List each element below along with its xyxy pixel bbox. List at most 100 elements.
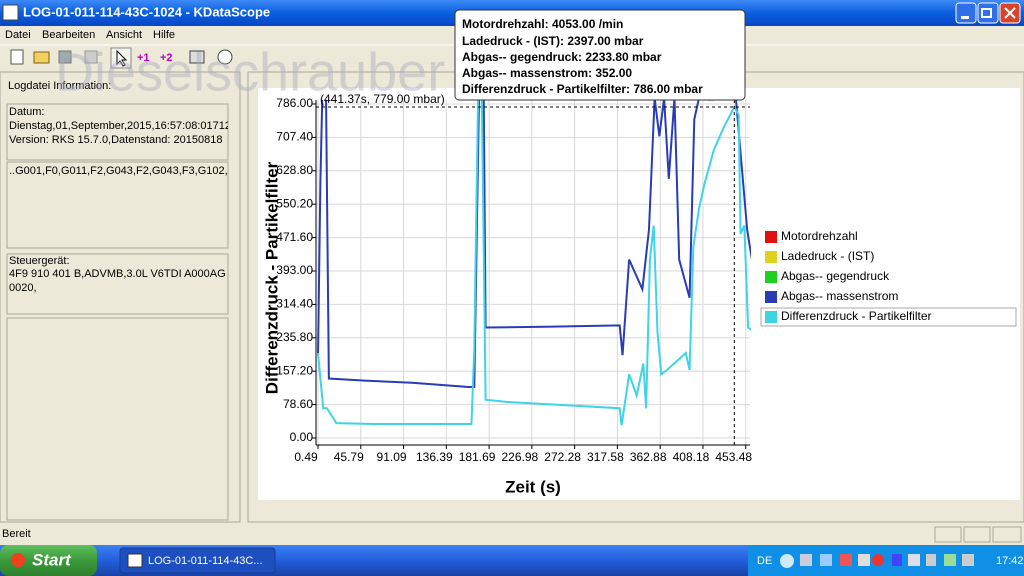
minimize-button[interactable] (955, 2, 977, 24)
help-button[interactable] (217, 49, 233, 65)
legend-swatch (765, 271, 777, 283)
tray-icon[interactable] (858, 554, 870, 566)
window-title: LOG-01-011-114-43C-1024 - KDataScope (23, 4, 270, 19)
restore-icon (981, 8, 992, 18)
legend-label: Abgas-- gegendruck (781, 269, 890, 283)
info-text: Dienstag,01,September,2015,16:57:08:0171… (9, 120, 235, 132)
tray-icon[interactable] (962, 554, 974, 566)
x-tick-label: 0.49 (294, 450, 318, 464)
task-icon (127, 553, 143, 568)
y-tick-label: 707.40 (276, 130, 313, 144)
info-text: Version: RKS 15.7.0,Datenstand: 20150818 (9, 134, 222, 146)
pointer-icon (116, 49, 128, 67)
info-text: 0020, (9, 282, 37, 294)
open-button[interactable] (33, 51, 50, 64)
tray-icon[interactable] (944, 554, 956, 566)
plot (317, 100, 751, 426)
cursor-label: (441.37s, 779.00 mbar) (320, 92, 445, 106)
menu-item[interactable]: Datei (5, 29, 31, 41)
chart: 0.00 78.60 157.20 235.80 314.40 393.00 471.60 5… (276, 96, 1017, 464)
task-text: LOG-01-011-114-43C... (148, 555, 263, 567)
tooltip-line: Differenzdruck - Partikelfilter: 786.00 … (462, 82, 703, 96)
x-tick-label: 453.48 (715, 450, 752, 464)
legend-selection (760, 307, 1017, 327)
copy-button[interactable] (84, 50, 98, 64)
cursor2-button[interactable]: +2 (160, 52, 173, 64)
system-tray (748, 545, 1024, 576)
x-tick-label: 362.88 (630, 450, 667, 464)
print-button[interactable] (189, 50, 205, 64)
info-box (6, 103, 229, 161)
tray-icons (780, 554, 974, 568)
tooltip-line: Motordrehzahl: 4053.00 /min (462, 17, 623, 31)
minimize-icon (961, 16, 969, 19)
x-tick-label: 136.39 (416, 450, 453, 464)
tray-icon[interactable] (908, 554, 920, 566)
y-tick-label: 0.00 (290, 430, 314, 444)
tray-icon[interactable] (872, 554, 884, 566)
task-button[interactable] (119, 547, 276, 574)
legend-label: Motordrehzahl (781, 229, 858, 243)
status-pane (934, 526, 962, 543)
x-tick-label: 272.28 (544, 450, 581, 464)
x-tick-label: 226.98 (502, 450, 539, 464)
info-box (6, 161, 229, 249)
start-logo (11, 553, 25, 567)
info-texts: Datum: Dienstag,01,September,2015,16:57:… (9, 106, 241, 294)
clock: 17:42 (996, 555, 1024, 567)
menu-item[interactable]: Ansicht (106, 29, 142, 41)
x-tick-label: 91.09 (377, 450, 407, 464)
x-tick-label: 317.58 (587, 450, 624, 464)
legend-label: Differenzdruck - Partikelfilter (781, 309, 932, 323)
cursor1-button[interactable]: +1 (137, 52, 150, 64)
new-button[interactable] (10, 49, 24, 65)
legend-label: Ladedruck - (IST) (781, 249, 874, 263)
y-tick-label: 786.00 (276, 96, 313, 110)
tooltip-line: Ladedruck - (IST): 2397.00 mbar (462, 34, 644, 48)
y-tick-label: 157.20 (276, 363, 313, 377)
close-icon (1004, 7, 1016, 19)
save-button[interactable] (58, 50, 72, 64)
status-text: Bereit (2, 528, 31, 540)
legend-label: Abgas-- massenstrom (781, 289, 898, 303)
x-tick-label: 45.79 (334, 450, 364, 464)
y-tick-label: 628.80 (276, 163, 313, 177)
info-box (6, 317, 229, 521)
y-tick-label: 235.80 (276, 330, 313, 344)
tray-icon[interactable] (820, 554, 832, 566)
panel-title: Logdatei Information: (8, 80, 111, 92)
app-icon (2, 4, 19, 21)
x-axis-label: Zeit (s) (505, 477, 561, 496)
start-button[interactable] (0, 545, 97, 576)
status-pane (963, 526, 991, 543)
tooltip (454, 9, 746, 101)
language-indicator[interactable]: DE (757, 555, 772, 567)
info-box (6, 253, 229, 315)
y-tick-label: 550.20 (276, 196, 313, 210)
legend-swatch (765, 291, 777, 303)
tray-icon[interactable] (892, 554, 902, 566)
legend-swatch (765, 311, 777, 323)
info-text: ..G001,F0,G011,F2,G043,F2,G043,F3,G102,F… (9, 165, 241, 177)
info-text: Datum: (9, 106, 44, 118)
legend-swatch (765, 251, 777, 263)
y-axis-label: Differenzdruck - Partikelfilter (262, 161, 281, 394)
tray-icon[interactable] (840, 554, 852, 566)
info-text: Steuergerät: (9, 255, 70, 267)
menu-item[interactable]: Hilfe (153, 29, 175, 41)
series-line (317, 100, 751, 426)
chart-area (258, 88, 1020, 500)
status-bar (0, 524, 1024, 544)
tooltip-line: Abgas-- massenstrom: 352.00 (462, 66, 632, 80)
legend-swatch (765, 231, 777, 243)
status-pane (992, 526, 1022, 543)
y-tick-label: 471.60 (276, 230, 313, 244)
menu-item[interactable]: Bearbeiten (42, 29, 95, 41)
y-tick-label: 314.40 (276, 297, 313, 311)
tray-icon[interactable] (780, 554, 794, 568)
start-text: Start (32, 550, 72, 569)
tray-icon[interactable] (926, 554, 936, 566)
tray-icon[interactable] (800, 554, 812, 566)
